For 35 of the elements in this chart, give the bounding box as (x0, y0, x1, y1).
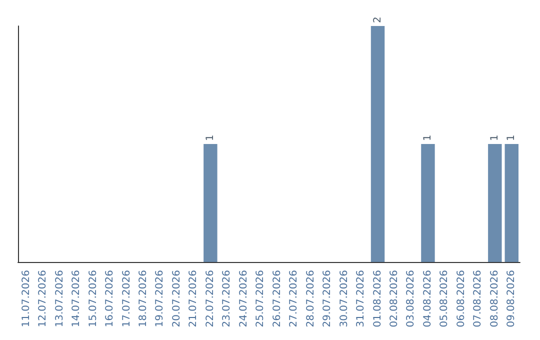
x-tick-label: 17.07.2026 (121, 270, 132, 328)
x-tick-label: 12.07.2026 (38, 270, 49, 328)
data-label: 2 (372, 16, 384, 23)
x-tick-label: 29.07.2026 (322, 270, 334, 328)
data-label: 1 (506, 134, 518, 141)
x-tick-label: 31.07.2026 (356, 270, 367, 328)
x-tick-label: 08.08.2026 (489, 270, 500, 328)
x-tick-label: 11.07.2026 (20, 270, 32, 328)
data-label: 1 (204, 134, 216, 141)
x-tick-label: 01.08.2026 (372, 270, 384, 328)
x-tick-label: 02.08.2026 (389, 270, 400, 328)
x-tick-label: 30.07.2026 (338, 270, 350, 328)
x-tick-label: 20.07.2026 (171, 270, 182, 328)
x-tick-label: 14.07.2026 (71, 270, 82, 328)
x-tick-label: 26.07.2026 (272, 270, 283, 328)
x-tick-label: 22.07.2026 (204, 270, 216, 328)
data-label: 1 (489, 134, 500, 141)
x-tick-label: 06.08.2026 (456, 270, 467, 328)
x-tick-label: 15.07.2026 (88, 270, 99, 328)
x-tick-label: 21.07.2026 (188, 270, 200, 328)
x-tick-label: 05.08.2026 (439, 270, 450, 328)
x-tick-label: 07.08.2026 (472, 270, 484, 328)
x-tick-label: 24.07.2026 (238, 270, 250, 328)
x-tick-label: 25.07.2026 (255, 270, 266, 328)
x-tick-label: 19.07.2026 (154, 270, 166, 328)
x-tick-label: 28.07.2026 (305, 270, 316, 328)
x-tick-label: 09.08.2026 (506, 270, 518, 328)
x-tick-label: 16.07.2026 (104, 270, 116, 328)
x-tick-label: 23.07.2026 (222, 270, 233, 328)
x-tick-label: 13.07.2026 (54, 270, 66, 328)
x-tick-label: 04.08.2026 (422, 270, 434, 328)
x-tick-label: 03.08.2026 (406, 270, 417, 328)
x-tick-label: 18.07.2026 (138, 270, 149, 328)
x-tick-label: 27.07.2026 (288, 270, 300, 328)
data-label: 1 (422, 134, 434, 141)
